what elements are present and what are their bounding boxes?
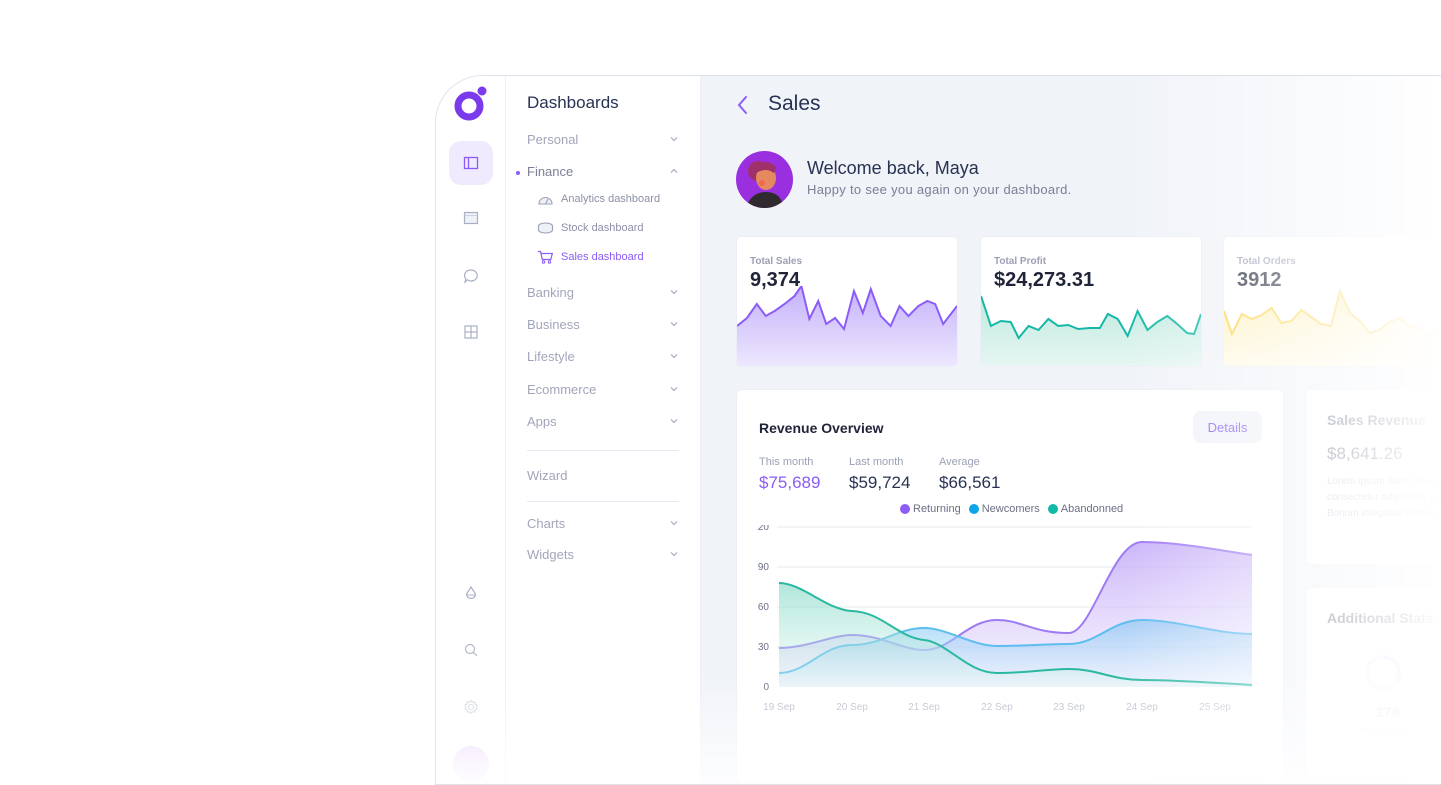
user-avatar[interactable]	[453, 746, 489, 782]
revenue-title: Revenue Overview	[759, 420, 884, 436]
menu-divider	[527, 501, 679, 502]
x-tick: 24 Sep	[1126, 702, 1158, 713]
menu-divider	[527, 450, 679, 451]
chevron-down-icon	[670, 419, 678, 424]
submenu-stock-dashboard[interactable]: Stock dashboard	[537, 219, 644, 237]
app-window: Dashboards Personal Finance Analytics da…	[435, 75, 1441, 785]
x-tick: 19 Sep	[763, 702, 795, 713]
menu-item-banking[interactable]: Banking	[527, 282, 679, 302]
kpi-last-month: Last month $59,724	[849, 456, 911, 492]
layout-sidebar-icon[interactable]	[449, 141, 493, 185]
y-tick: 90	[758, 562, 770, 573]
cart-icon	[538, 250, 554, 264]
chevron-down-icon	[670, 290, 678, 295]
chevron-down-icon	[670, 552, 678, 557]
chevron-down-icon	[670, 354, 678, 359]
page-title: Sales	[768, 92, 821, 115]
back-chevron-icon[interactable]	[736, 95, 748, 115]
chart-legend: Returning Newcomers Abandonned	[900, 503, 1123, 515]
chevron-down-icon	[670, 387, 678, 392]
x-tick: 25 Sep	[1199, 702, 1231, 713]
legend-abandonned[interactable]: Abandonned	[1047, 503, 1123, 515]
menu-item-apps[interactable]: Apps	[527, 411, 679, 431]
menu-item-finance[interactable]: Finance	[527, 161, 679, 181]
y-tick: 120	[757, 525, 769, 533]
additional-stats-card: Additional Stats 278 New Deals	[1305, 587, 1441, 777]
gear-icon[interactable]	[449, 685, 493, 729]
gauge-icon	[538, 196, 553, 205]
menu-item-charts[interactable]: Charts	[527, 513, 679, 533]
grid-icon[interactable]	[449, 310, 493, 354]
x-tick: 21 Sep	[908, 702, 940, 713]
chevron-up-icon	[670, 168, 678, 173]
legend-newcomers[interactable]: Newcomers	[968, 503, 1040, 515]
dashboards-menu: Dashboards Personal Finance Analytics da…	[506, 76, 701, 784]
icon-rail	[436, 76, 506, 784]
legend-returning[interactable]: Returning	[900, 503, 961, 515]
menu-item-business[interactable]: Business	[527, 314, 679, 334]
chevron-down-icon	[670, 137, 678, 142]
orders-sparkline	[1224, 288, 1441, 366]
browser-window-icon[interactable]	[449, 196, 493, 240]
menu-item-widgets[interactable]: Widgets	[527, 544, 679, 564]
x-tick: 23 Sep	[1053, 702, 1085, 713]
revenue-overview-card: Revenue Overview Details This month $75,…	[736, 389, 1284, 784]
search-icon[interactable]	[449, 628, 493, 672]
sales-revenue-card: Sales Revenue $8,641.26 Lorem ipsum dolo…	[1305, 389, 1441, 565]
menu-title: Dashboards	[527, 93, 619, 112]
coins-icon	[537, 222, 554, 234]
y-tick: 30	[758, 642, 770, 653]
stat-card-total-orders: Total Orders 3912	[1223, 236, 1441, 367]
y-tick: 0	[763, 682, 769, 693]
welcome-title: Welcome back, Maya	[807, 158, 979, 178]
chat-bubble-icon[interactable]	[449, 254, 493, 298]
donut-progress	[1365, 654, 1402, 691]
active-indicator-dot	[516, 171, 520, 175]
welcome-subtitle: Happy to see you again on your dashboard…	[807, 182, 1072, 197]
stat-card-total-profit: Total Profit $24,273.31	[980, 236, 1202, 367]
logo-icon[interactable]	[453, 86, 489, 122]
droplet-icon[interactable]	[449, 571, 493, 615]
x-tick: 22 Sep	[981, 702, 1013, 713]
x-tick: 20 Sep	[836, 702, 868, 713]
submenu-analytics-dashboard[interactable]: Analytics dashboard	[537, 190, 660, 208]
main-content: Sales Welcome back, Maya Happy to see yo…	[701, 76, 1441, 784]
menu-item-wizard[interactable]: Wizard	[527, 467, 568, 483]
sales-sparkline	[737, 286, 957, 366]
revenue-area-chart: 120 90 60 30 0	[757, 525, 1253, 713]
details-button[interactable]: Details	[1193, 411, 1262, 443]
kpi-average: Average $66,561	[939, 456, 1001, 492]
stat-card-total-sales: Total Sales 9,374	[736, 236, 958, 367]
chevron-down-icon	[670, 521, 678, 526]
y-tick: 60	[758, 602, 770, 613]
kpi-this-month: This month $75,689	[759, 456, 821, 492]
profit-sparkline	[981, 295, 1201, 366]
menu-item-ecommerce[interactable]: Ecommerce	[527, 379, 679, 399]
chevron-down-icon	[670, 322, 678, 327]
menu-item-personal[interactable]: Personal	[527, 129, 679, 149]
submenu-sales-dashboard[interactable]: Sales dashboard	[537, 248, 644, 266]
menu-item-lifestyle[interactable]: Lifestyle	[527, 346, 679, 366]
welcome-avatar	[736, 151, 793, 208]
